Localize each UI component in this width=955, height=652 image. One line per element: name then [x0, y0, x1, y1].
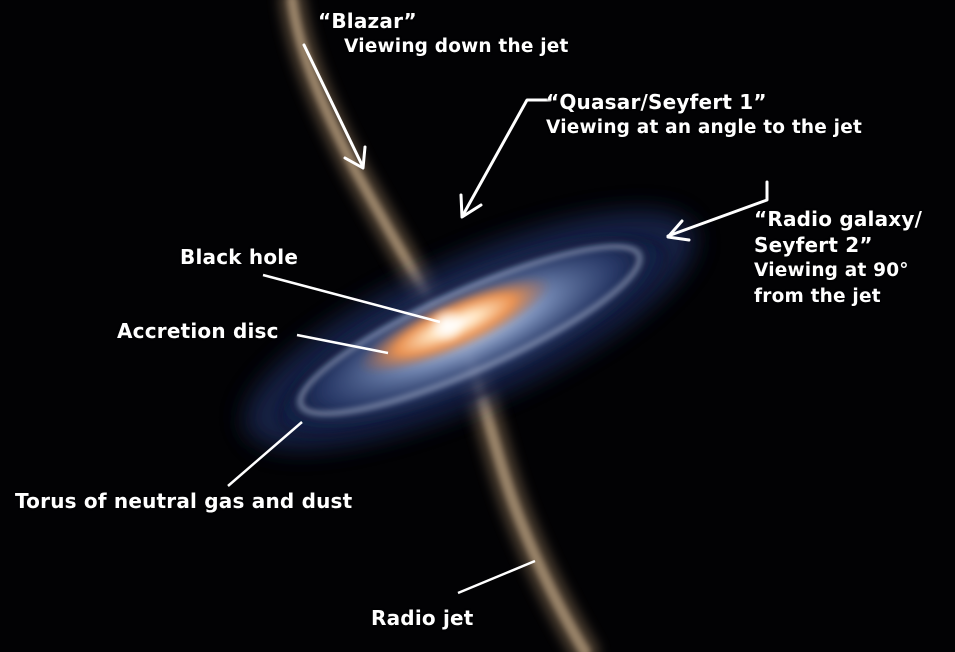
quasar-label: “Quasar/Seyfert 1” Viewing at an angle t… [546, 89, 862, 141]
radio-galaxy-subtitle-line1: Viewing at 90° [754, 260, 909, 281]
blazar-label: “Blazar” Viewing down the jet [318, 8, 569, 60]
pointer-accretion-disc [296, 333, 389, 355]
pointer-black-hole [262, 273, 441, 324]
blazar-title: “Blazar” [318, 9, 417, 33]
quasar-arrow [459, 98, 552, 219]
black-hole-core [429, 307, 465, 343]
radio-galaxy-title-line1: “Radio galaxy/ [754, 207, 923, 231]
radio-jet-lower [456, 346, 599, 652]
radio-galaxy-subtitle-line2: from the jet [754, 286, 881, 307]
torus-label: Torus of neutral gas and dust [15, 489, 353, 513]
radio-galaxy-title-line2: Seyfert 2” [754, 233, 873, 257]
radio-jet-label: Radio jet [371, 606, 474, 630]
blazar-arrow [302, 43, 367, 170]
radio-galaxy-arrow [666, 180, 769, 242]
accretion-disc-label: Accretion disc [117, 319, 279, 343]
black-hole-label: Black hole [180, 245, 299, 269]
quasar-subtitle: Viewing at an angle to the jet [546, 117, 862, 138]
radio-jet-upper [279, 0, 443, 313]
quasar-title: “Quasar/Seyfert 1” [546, 90, 767, 114]
pointer-radio-jet [457, 559, 536, 595]
pointer-torus [227, 421, 303, 487]
blazar-subtitle: Viewing down the jet [344, 36, 569, 57]
radio-galaxy-label: “Radio galaxy/ Seyfert 2” Viewing at 90°… [754, 206, 922, 310]
